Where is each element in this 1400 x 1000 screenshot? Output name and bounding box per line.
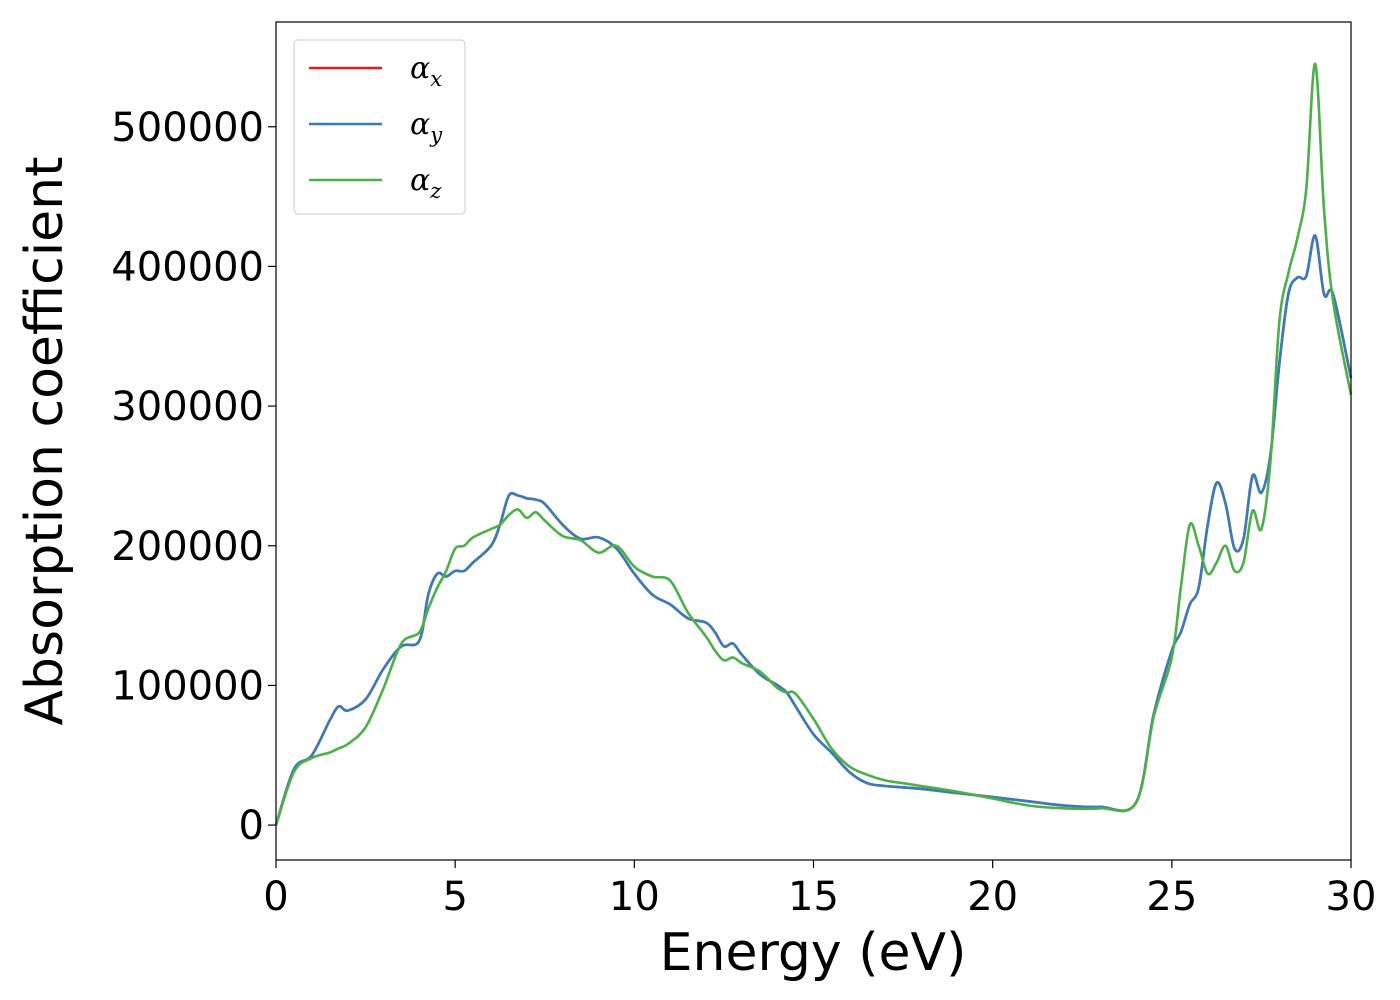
series-line-x <box>274 234 1353 826</box>
y-tick-label: 300000 <box>111 384 264 430</box>
x-tick-label: 5 <box>442 874 467 920</box>
y-tick-label: 100000 <box>111 663 264 709</box>
y-axis-ticks: 0 100000 200000 300000 400000 500000 <box>111 105 276 849</box>
y-tick-label: 0 <box>239 803 264 849</box>
plot-lines <box>274 62 1353 826</box>
x-tick-label: 30 <box>1326 874 1377 920</box>
y-tick-label: 500000 <box>111 105 264 151</box>
y-axis-title: Absorption coefficient <box>15 156 75 725</box>
x-tick-label: 15 <box>788 874 839 920</box>
x-tick-label: 20 <box>967 874 1018 920</box>
x-axis-ticks: 0 5 10 15 20 25 30 <box>263 860 1376 920</box>
series-line-y <box>274 234 1353 826</box>
x-tick-label: 0 <box>263 874 288 920</box>
x-tick-label: 10 <box>609 874 660 920</box>
y-tick-label: 200000 <box>111 524 264 570</box>
legend-box <box>293 39 466 215</box>
series-line-z <box>274 62 1353 826</box>
y-tick-label: 400000 <box>111 244 264 290</box>
x-tick-label: 25 <box>1146 874 1197 920</box>
x-axis-title: Energy (eV) <box>660 923 967 983</box>
